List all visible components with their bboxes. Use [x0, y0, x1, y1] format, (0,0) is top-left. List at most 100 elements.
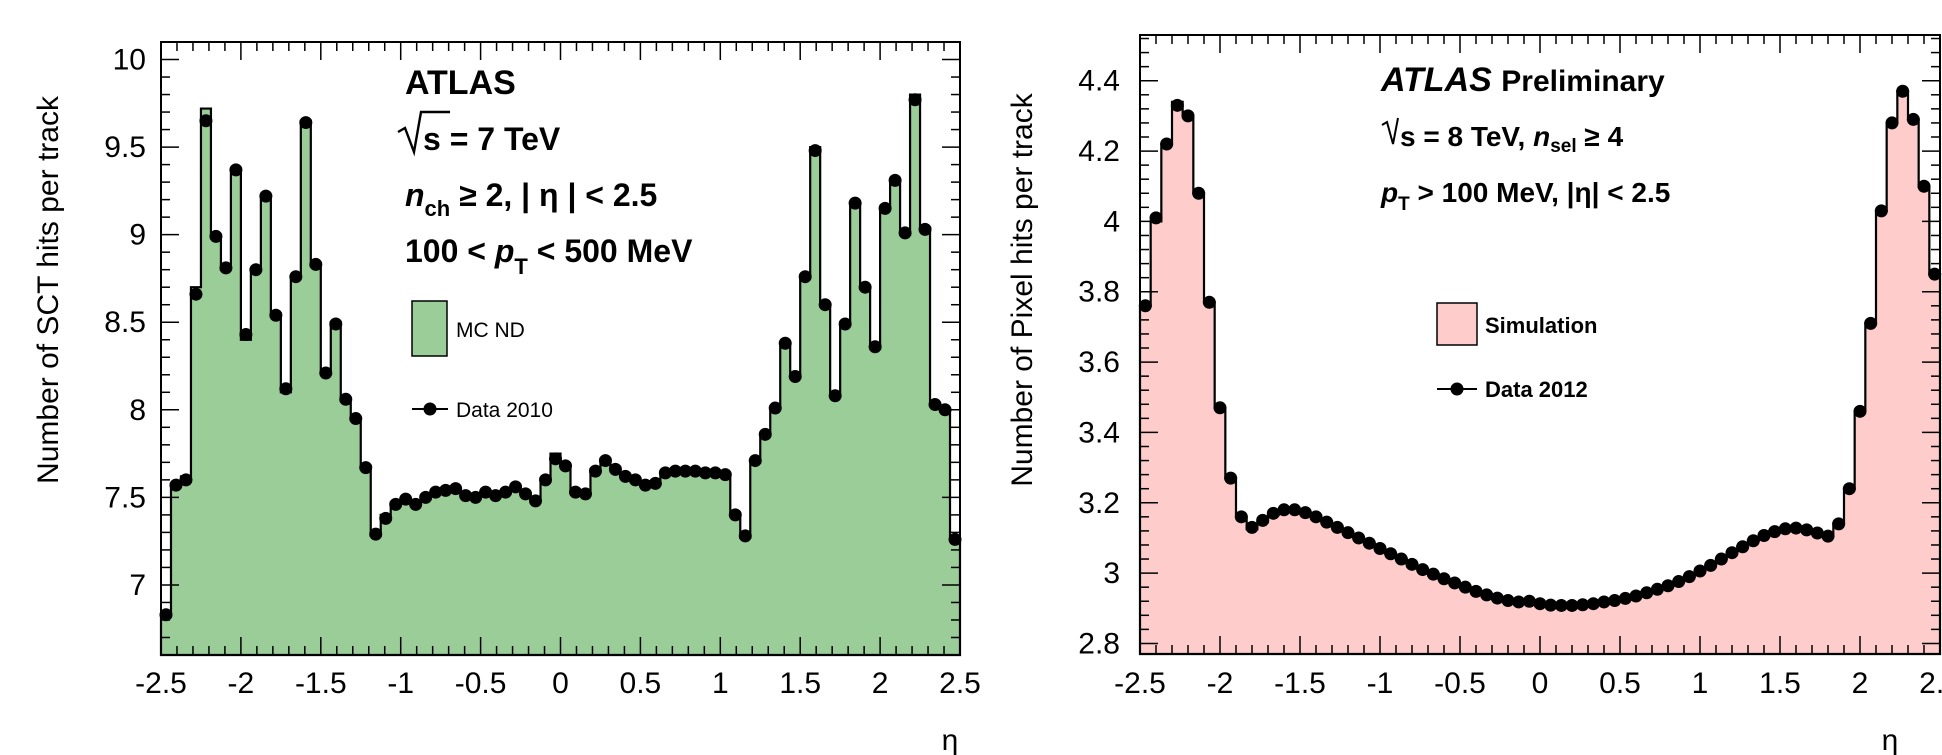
- data-point: [618, 469, 632, 483]
- right-pt-label: pT > 100 MeV, |η| < 2.5: [1380, 177, 1670, 215]
- left-pt-label: 100 < pT < 500 MeV: [405, 233, 693, 279]
- data-point: [918, 222, 932, 236]
- data-point: [1341, 526, 1355, 540]
- data-point: [638, 478, 652, 492]
- data-point: [1746, 534, 1760, 548]
- data-point: [848, 196, 862, 210]
- data-point: [429, 485, 443, 499]
- right-data-points: [1138, 84, 1942, 612]
- data-point: [159, 608, 173, 622]
- data-point: [1928, 267, 1942, 281]
- data-point: [888, 173, 902, 187]
- data-point: [708, 466, 722, 480]
- data-point: [868, 340, 882, 354]
- x-tick-label: -1: [1367, 667, 1394, 700]
- data-point: [938, 403, 952, 417]
- data-point: [1885, 116, 1899, 130]
- data-point: [1906, 112, 1920, 126]
- data-point: [1768, 525, 1782, 539]
- data-point: [738, 529, 752, 543]
- data-point: [1757, 528, 1771, 542]
- data-point: [1864, 316, 1878, 330]
- data-point: [499, 485, 513, 499]
- data-point: [1138, 299, 1152, 313]
- sqrt-symbol: [397, 110, 450, 157]
- data-point: [349, 412, 363, 426]
- data-point: [1469, 584, 1483, 598]
- data-point: [1181, 109, 1195, 123]
- left-nch-label: nch ≥ 2, | η | < 2.5: [405, 177, 657, 221]
- data-point: [1554, 598, 1568, 612]
- data-point: [1789, 521, 1803, 535]
- data-point: [1224, 471, 1238, 485]
- data-point: [1458, 580, 1472, 594]
- data-point: [369, 527, 383, 541]
- data-point: [1917, 179, 1931, 193]
- data-point: [1160, 137, 1174, 151]
- data-point: [169, 478, 183, 492]
- right-y-axis-label: Number of Pixel hits per track: [1006, 92, 1039, 486]
- data-point: [1149, 211, 1163, 225]
- data-point: [858, 280, 872, 294]
- data-point: [259, 189, 273, 203]
- data-point: [1522, 594, 1536, 608]
- x-tick-label: 2: [1852, 667, 1869, 700]
- data-point: [389, 497, 403, 511]
- legend-marker-data-2012: [1450, 382, 1464, 396]
- right-legend: Simulation Data 2012: [1436, 302, 1597, 402]
- data-point: [479, 485, 493, 499]
- x-tick-label: 1.5: [779, 667, 821, 700]
- data-point: [1501, 594, 1515, 608]
- data-point: [758, 427, 772, 441]
- data-point: [309, 257, 323, 271]
- y-tick-label: 8: [129, 394, 146, 427]
- x-tick-label: 2: [872, 667, 889, 700]
- data-point: [1416, 563, 1430, 577]
- y-tick-label: 3.4: [1078, 416, 1120, 449]
- data-point: [1512, 595, 1526, 609]
- svg-text:s = 7 TeV: s = 7 TeV: [423, 121, 561, 157]
- data-point: [1778, 522, 1792, 536]
- data-point: [1544, 598, 1558, 612]
- x-tick-label: 0.5: [620, 667, 662, 700]
- data-point: [409, 497, 423, 511]
- data-point: [529, 494, 543, 508]
- data-point: [718, 468, 732, 482]
- data-point: [1448, 576, 1462, 590]
- left-x-axis-label: η: [942, 724, 959, 755]
- data-point: [1202, 295, 1216, 309]
- x-tick-label: -2.5: [135, 667, 187, 700]
- x-tick-label: 2.5: [1919, 667, 1942, 700]
- data-point: [339, 392, 353, 406]
- data-point: [239, 327, 253, 341]
- data-point: [1192, 186, 1206, 200]
- data-point: [1874, 204, 1888, 218]
- x-tick-label: 1: [712, 667, 729, 700]
- data-point: [908, 93, 922, 107]
- x-tick-label: -0.5: [455, 667, 507, 700]
- data-point: [1821, 529, 1835, 543]
- data-point: [818, 298, 832, 312]
- data-point: [1352, 531, 1366, 545]
- y-tick-label: 8.5: [104, 306, 146, 339]
- right-x-tick-labels: -2.5 -2 -1.5 -1 -0.5 0 0.5 1 1.5 2 2.5: [1114, 667, 1942, 700]
- y-tick-label: 7: [129, 569, 146, 602]
- data-point: [1832, 517, 1846, 531]
- data-point: [229, 163, 243, 177]
- data-point: [1714, 552, 1728, 566]
- data-point: [1896, 84, 1910, 98]
- data-point: [1672, 575, 1686, 589]
- left-chart: -2.5 -2 -1.5 -1 -0.5 0 0.5 1 1.5 2 2.5 7 7.5 8 8.5 9 9.…: [32, 41, 981, 755]
- data-point: [1320, 515, 1334, 529]
- data-point: [1480, 588, 1494, 602]
- left-y-axis-label: Number of SCT hits per track: [32, 95, 65, 484]
- data-point: [778, 336, 792, 350]
- right-energy-label: s = 8 TeV, nsel ≥ 4: [1381, 117, 1624, 157]
- x-tick-label: -1: [387, 667, 414, 700]
- y-tick-label: 9: [129, 219, 146, 252]
- data-point: [1362, 536, 1376, 550]
- data-point: [608, 462, 622, 476]
- x-tick-label: 0: [552, 667, 569, 700]
- data-point: [1426, 567, 1440, 581]
- data-point: [598, 454, 612, 468]
